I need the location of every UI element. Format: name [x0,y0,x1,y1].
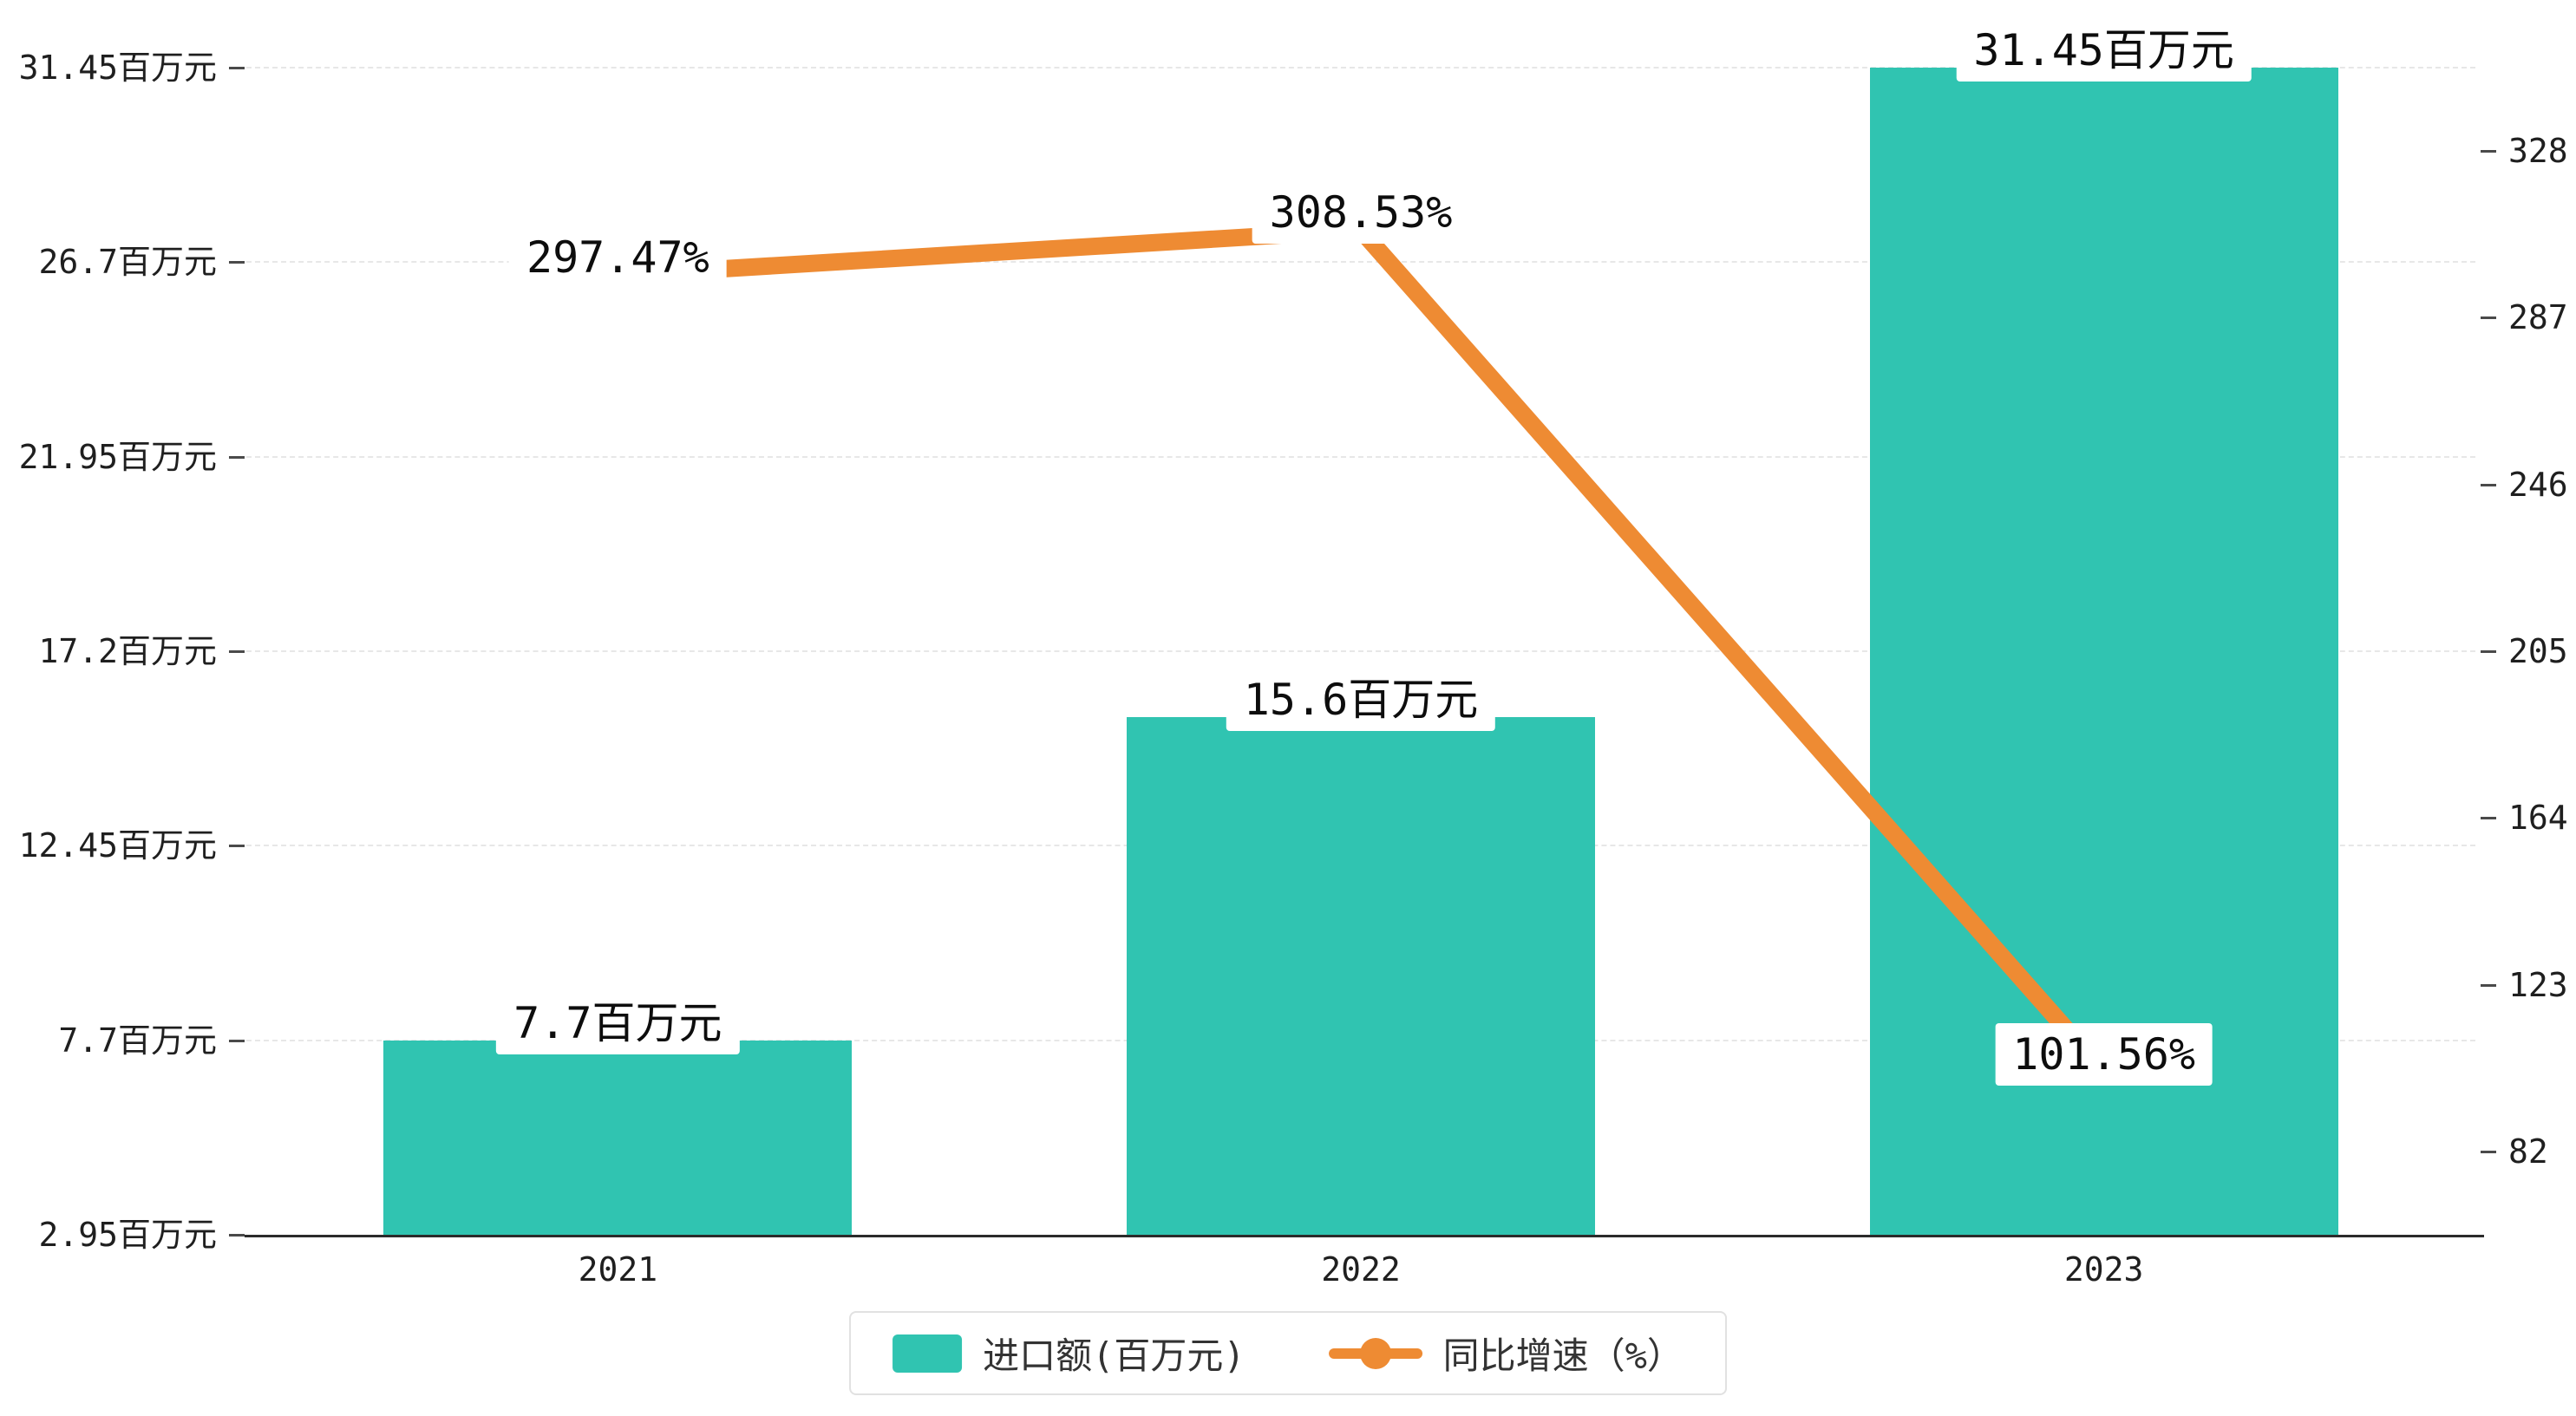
x-axis-line [245,1235,2484,1237]
left-axis-tick [229,67,245,69]
x-axis-label-2021: 2021 [578,1250,658,1289]
right-axis-tick-label: 123 [2508,965,2568,1004]
bar-value-label-2022: 15.6百万元 [1226,668,1496,731]
right-axis-tick-label: 205 [2508,632,2568,670]
left-axis-tick-label: 17.2百万元 [38,632,217,670]
x-axis-label-2023: 2023 [2063,1250,2144,1289]
right-axis-tick [2481,1150,2496,1153]
left-axis-tick [229,455,245,459]
legend-item-import-value[interactable]: 进口额(百万元) [892,1327,1246,1380]
left-axis-tick-label: 21.95百万元 [18,437,217,476]
left-axis-tick [229,261,245,264]
right-axis-tick [2481,983,2496,987]
right-axis-tick-label: 164 [2508,799,2568,838]
bar-value-label-2023: 31.45百万元 [1956,19,2252,82]
left-axis-tick [229,1234,245,1237]
left-axis-tick-label: 2.95百万元 [38,1216,217,1254]
left-axis-tick-label: 26.7百万元 [38,243,217,282]
right-axis-tick-label: 328 [2508,132,2568,171]
left-axis-tick [229,1039,245,1042]
line-value-label-2023: 101.56% [1995,1023,2213,1086]
left-axis-tick-label: 12.45百万元 [18,826,217,865]
left-axis-tick [229,845,245,848]
right-axis-tick-label: 246 [2508,465,2568,504]
bar-2022[interactable] [1127,716,1595,1235]
gridline [246,261,2475,264]
legend: 进口额(百万元) 同比增速（%） [849,1311,1727,1395]
bar-2021[interactable] [383,1040,853,1235]
line-dot-icon [1359,1337,1391,1369]
right-axis-tick-label: 287 [2508,298,2568,337]
line-value-label-2021: 297.47% [508,226,727,290]
right-axis-tick [2481,483,2496,486]
x-axis-label-2022: 2022 [1321,1250,1401,1289]
bar-series-swatch-icon [892,1334,963,1373]
line-series-swatch-icon [1328,1337,1422,1369]
bar-value-label-2021: 7.7百万元 [496,991,740,1054]
right-axis-tick-label: 82 [2508,1132,2548,1171]
left-axis-tick-label: 7.7百万元 [58,1021,217,1060]
right-axis-tick [2481,316,2496,320]
legend-label-yoy-growth: 同比增速（%） [1442,1334,1684,1377]
gridline [246,455,2475,458]
gridline [246,67,2475,69]
legend-item-yoy-growth[interactable]: 同比增速（%） [1328,1327,1684,1380]
legend-label-import-value: 进口额(百万元) [983,1334,1246,1377]
right-axis-tick [2481,150,2496,153]
right-axis-tick [2481,650,2496,653]
line-value-label-2022: 308.53% [1252,181,1470,245]
left-axis-tick-label: 31.45百万元 [18,49,217,87]
left-axis-tick [229,650,245,653]
right-axis-tick [2481,817,2496,820]
gridline [246,650,2475,652]
